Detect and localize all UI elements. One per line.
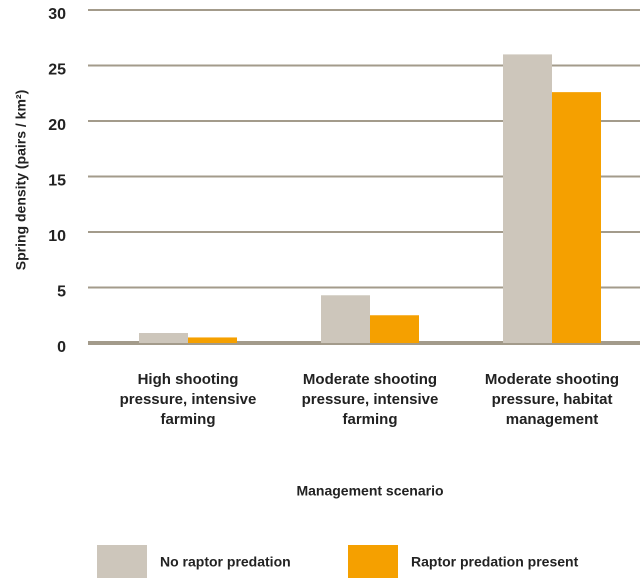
y-tick-label: 30 xyxy=(48,6,66,23)
bar xyxy=(370,315,419,343)
y-tick-label: 25 xyxy=(48,62,66,79)
bar xyxy=(503,54,552,344)
y-tick-label: 15 xyxy=(48,173,66,190)
bar xyxy=(321,295,370,343)
legend-label: No raptor predation xyxy=(160,554,291,570)
legend-swatch xyxy=(348,545,398,578)
x-tick-label: High shooting pressure, intensive farmin… xyxy=(119,371,257,428)
y-tick-label: 0 xyxy=(57,339,66,356)
y-tick-label: 5 xyxy=(57,284,66,301)
legend-swatch xyxy=(97,545,147,578)
x-tick-label: Moderate shooting pressure, habitat mana… xyxy=(484,371,620,428)
y-tick-label: 20 xyxy=(48,117,66,134)
legend-label: Raptor predation present xyxy=(411,554,579,570)
x-axis-label: Management scenario xyxy=(296,483,443,499)
x-tick-label: Moderate shooting pressure, intensive fa… xyxy=(301,371,439,428)
bar xyxy=(139,333,188,343)
y-tick-label: 10 xyxy=(48,228,66,245)
bar xyxy=(552,92,601,343)
y-axis-label: Spring density (pairs / km²) xyxy=(13,90,29,270)
bar xyxy=(188,337,237,343)
